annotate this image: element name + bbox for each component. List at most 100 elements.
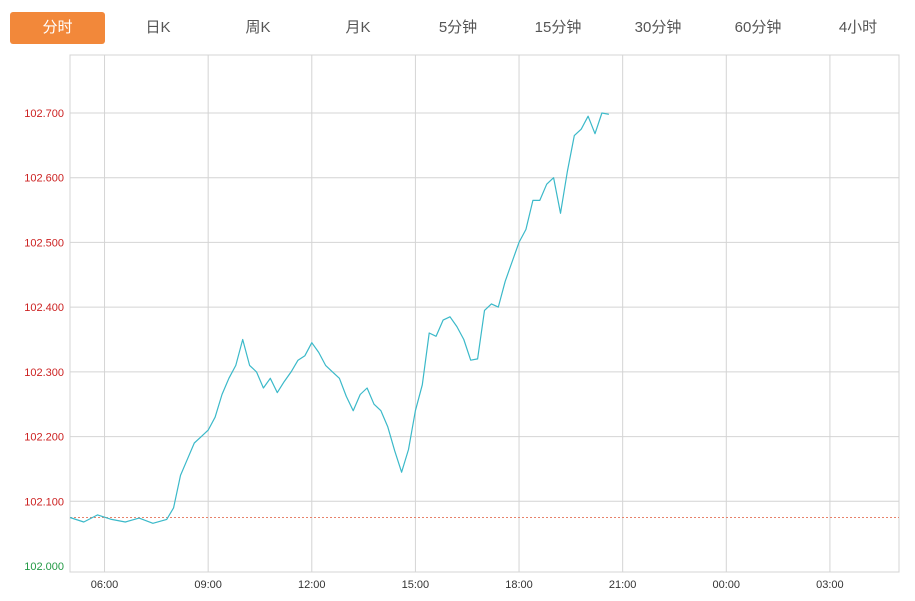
price-point <box>332 371 333 372</box>
price-point <box>318 352 319 353</box>
tab-fenshi[interactable]: 分时 <box>10 12 105 44</box>
price-point <box>360 394 361 395</box>
price-point <box>449 316 450 317</box>
price-point <box>429 332 430 333</box>
price-point <box>442 319 443 320</box>
price-point <box>601 112 602 113</box>
price-point <box>83 521 84 522</box>
price-point <box>194 442 195 443</box>
x-tick-label: 06:00 <box>91 579 119 591</box>
price-point <box>560 213 561 214</box>
price-point <box>339 378 340 379</box>
period-tab-bar: 分时 日K 周K 月K 5分钟 15分钟 30分钟 60分钟 4小时 <box>0 0 915 50</box>
price-point <box>325 365 326 366</box>
price-point <box>525 229 526 230</box>
price-point <box>304 355 305 356</box>
y-tick-label: 102.400 <box>24 302 64 314</box>
price-point <box>594 133 595 134</box>
price-point <box>408 449 409 450</box>
price-point <box>491 303 492 304</box>
price-point <box>470 360 471 361</box>
price-point <box>97 514 98 515</box>
price-point <box>581 129 582 130</box>
price-point <box>242 339 243 340</box>
tab-60min[interactable]: 60分钟 <box>734 19 782 36</box>
price-point <box>221 394 222 395</box>
x-tick-label: 21:00 <box>609 579 637 591</box>
price-point <box>138 518 139 519</box>
x-tick-label: 00:00 <box>713 579 741 591</box>
price-point <box>284 381 285 382</box>
price-point <box>567 171 568 172</box>
x-tick-label: 12:00 <box>298 579 326 591</box>
price-point <box>387 426 388 427</box>
tab-4hour[interactable]: 4小时 <box>838 19 878 36</box>
price-series-line <box>69 112 610 524</box>
y-tick-label: 102.000 <box>24 561 64 573</box>
price-point <box>401 472 402 473</box>
price-point <box>249 365 250 366</box>
price-point <box>152 523 153 524</box>
price-point <box>111 519 112 520</box>
x-tick-label: 03:00 <box>816 579 844 591</box>
price-point <box>201 436 202 437</box>
price-point <box>477 358 478 359</box>
y-tick-label: 102.300 <box>24 367 64 379</box>
price-point <box>436 336 437 337</box>
y-tick-label: 102.100 <box>24 496 64 508</box>
price-point <box>353 410 354 411</box>
tab-monthly-k[interactable]: 月K <box>345 19 371 36</box>
x-tick-label: 18:00 <box>505 579 533 591</box>
price-point <box>422 384 423 385</box>
price-point <box>297 360 298 361</box>
price-point <box>574 135 575 136</box>
tab-weekly-k[interactable]: 周K <box>245 19 271 36</box>
price-point <box>69 517 70 518</box>
y-tick-label: 102.500 <box>24 237 64 249</box>
price-point <box>263 387 264 388</box>
price-point <box>588 116 589 117</box>
price-point <box>512 261 513 262</box>
price-point <box>270 378 271 379</box>
y-tick-label: 102.200 <box>24 432 64 444</box>
price-point <box>214 417 215 418</box>
x-tick-label: 09:00 <box>194 579 222 591</box>
price-point <box>311 342 312 343</box>
price-point <box>463 339 464 340</box>
price-point <box>166 519 167 520</box>
plot-frame <box>69 54 900 573</box>
tab-5min[interactable]: 5分钟 <box>438 19 478 36</box>
price-point <box>546 184 547 185</box>
y-tick-label: 102.600 <box>24 173 64 185</box>
price-point <box>228 378 229 379</box>
price-point <box>394 450 395 451</box>
tab-daily-k[interactable]: 日K <box>145 19 171 36</box>
price-point <box>518 242 519 243</box>
price-point <box>415 410 416 411</box>
price-point <box>539 200 540 201</box>
tab-15min[interactable]: 15分钟 <box>534 19 582 36</box>
price-point <box>208 430 209 431</box>
price-point <box>608 114 609 115</box>
price-point <box>484 310 485 311</box>
price-point <box>173 507 174 508</box>
price-point <box>290 371 291 372</box>
price-point <box>366 387 367 388</box>
price-point <box>456 326 457 327</box>
price-point <box>277 392 278 393</box>
price-point <box>380 410 381 411</box>
price-point <box>346 396 347 397</box>
price-point <box>125 521 126 522</box>
price-point <box>373 404 374 405</box>
y-tick-label: 102.700 <box>24 108 64 120</box>
price-point <box>180 475 181 476</box>
price-point <box>235 365 236 366</box>
tab-30min[interactable]: 30分钟 <box>634 19 682 36</box>
price-point <box>187 459 188 460</box>
price-point <box>553 177 554 178</box>
price-point <box>498 307 499 308</box>
price-point <box>532 200 533 201</box>
price-point <box>505 281 506 282</box>
price-point <box>256 371 257 372</box>
